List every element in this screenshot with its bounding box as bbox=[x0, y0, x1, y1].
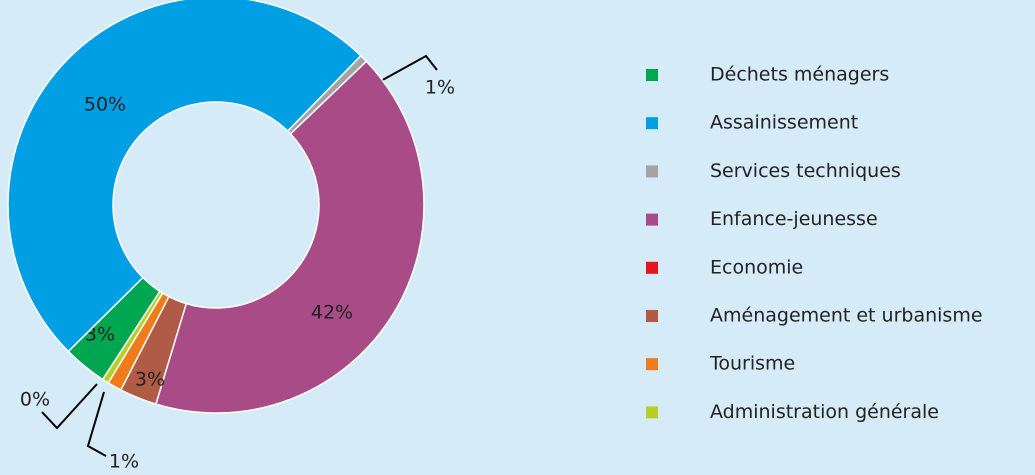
data-label: 1% bbox=[109, 451, 139, 472]
legend-swatch bbox=[646, 261, 658, 274]
legend-swatch bbox=[646, 213, 658, 226]
donut-slice bbox=[154, 60, 425, 414]
data-label: 3% bbox=[85, 324, 115, 346]
legend-swatch bbox=[646, 117, 658, 130]
legend-label: Aménagement et urbanisme bbox=[710, 305, 983, 327]
donut-slice bbox=[7, 0, 362, 353]
legend-label: Déchets ménagers bbox=[710, 64, 889, 86]
legend-label: Administration générale bbox=[710, 401, 939, 423]
legend-swatch bbox=[646, 165, 658, 178]
data-label: 50% bbox=[84, 94, 126, 116]
donut-slice bbox=[101, 290, 164, 384]
legend-label: Tourisme bbox=[709, 353, 795, 375]
legend-label: Services techniques bbox=[710, 160, 901, 182]
legend-label: Economie bbox=[710, 256, 803, 278]
legend-swatch bbox=[646, 358, 658, 371]
data-label: 3% bbox=[135, 369, 165, 391]
legend-swatch bbox=[646, 310, 658, 322]
leader-line bbox=[86, 391, 107, 457]
legend-swatch bbox=[646, 406, 658, 419]
data-label: 0% bbox=[20, 389, 50, 411]
leader-line bbox=[41, 383, 98, 430]
legend-label: Enfance-jeunesse bbox=[710, 208, 878, 230]
legend-swatch bbox=[646, 69, 658, 81]
data-label: 1% bbox=[425, 77, 455, 99]
leader-line bbox=[369, 54, 438, 88]
data-label: 42% bbox=[311, 302, 353, 324]
legend-label: Assainissement bbox=[710, 112, 858, 134]
